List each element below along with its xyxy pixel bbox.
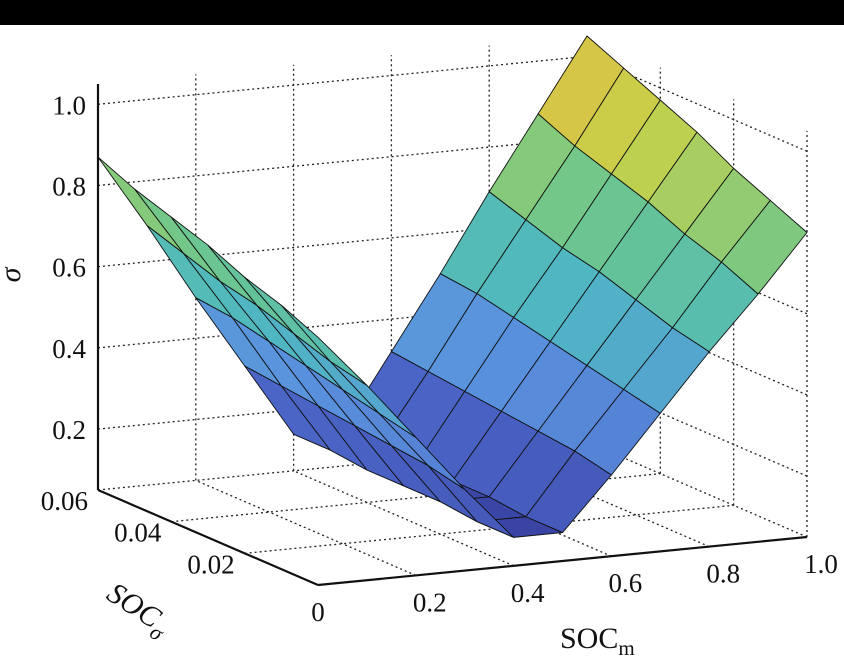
x-tick-label: 0.4 bbox=[511, 578, 545, 608]
surface-chart: 0.2 0.4 0.6 0.8 1.0 0.02 0.04 0.06 0 0.2 0.4 0.6 0.8… bbox=[0, 35, 838, 657]
surface-patch bbox=[97, 156, 185, 254]
back-wall-grid-line bbox=[97, 136, 588, 187]
x-axis-title-main: SOC bbox=[560, 622, 618, 655]
surface-patch bbox=[280, 304, 368, 386]
y-axis-title: SOCσ bbox=[98, 576, 177, 646]
floor-grid-line bbox=[244, 504, 734, 554]
y-tick-label: 0.06 bbox=[41, 486, 88, 516]
surface-mesh bbox=[97, 35, 808, 538]
z-tick-label: 1.0 bbox=[52, 90, 86, 120]
tick-labels: 0.2 0.4 0.6 0.8 1.0 0.02 0.04 0.06 0 0.2 0.4 0.6 0.8… bbox=[41, 90, 838, 627]
z-tick-label: 0.6 bbox=[52, 253, 86, 283]
x-axis-line bbox=[317, 535, 808, 587]
y-tick-label: 0.02 bbox=[187, 549, 234, 579]
x-tick-label: 0.8 bbox=[706, 559, 740, 589]
y-axis-line bbox=[97, 488, 319, 587]
back-wall-grid-line bbox=[97, 299, 588, 349]
y-tick-label: 0.04 bbox=[114, 518, 162, 548]
x-tick-label: 0 bbox=[311, 597, 325, 627]
z-tick-label: 0.4 bbox=[52, 334, 86, 364]
z-tick-label: 0.8 bbox=[52, 172, 86, 202]
top-bar bbox=[0, 0, 844, 25]
back-wall-grid-line bbox=[97, 55, 588, 105]
surface-plot: 0.2 0.4 0.6 0.8 1.0 0.02 0.04 0.06 0 0.2 0.4 0.6 0.8… bbox=[0, 25, 844, 657]
z-axis-title: σ bbox=[0, 266, 27, 282]
x-tick-label: 0.2 bbox=[413, 587, 447, 617]
floor-grid-line bbox=[171, 473, 661, 523]
floor-grid-line bbox=[97, 441, 588, 491]
x-axis-title-sub: m bbox=[618, 636, 634, 657]
axes bbox=[96, 84, 808, 587]
x-tick-label: 1.0 bbox=[804, 549, 838, 579]
z-tick-label: 0.2 bbox=[52, 415, 86, 445]
x-axis-title: SOCm bbox=[560, 622, 635, 657]
x-tick-label: 0.6 bbox=[609, 568, 643, 598]
